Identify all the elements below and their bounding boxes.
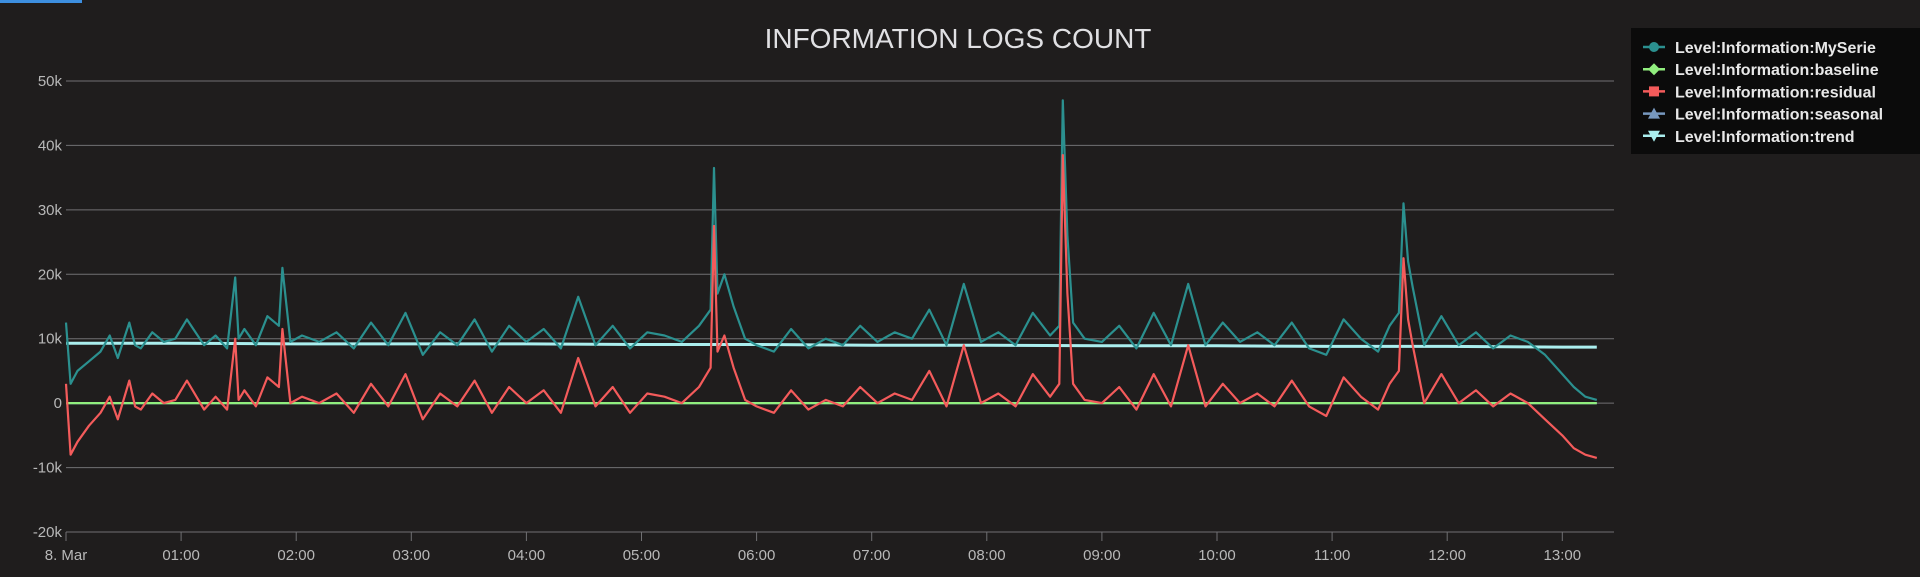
legend-background <box>1631 28 1920 154</box>
y-tick-label: -10k <box>33 460 63 477</box>
x-axis-ticks: 8. Mar 01:00 02:00 03:00 04:00 05:00 06:00 07:0… <box>45 532 1581 564</box>
series-line-myserie[interactable] <box>64 99 1598 401</box>
series-line-residual[interactable] <box>64 154 1598 459</box>
y-tick-label: -20k <box>33 524 63 541</box>
legend-label: Level:Information:residual <box>1675 84 1876 101</box>
legend-marker-square-icon <box>1649 86 1659 97</box>
series-layer <box>64 99 1598 459</box>
x-tick-label: 06:00 <box>738 547 776 564</box>
chart-title: INFORMATION LOGS COUNT <box>765 23 1152 54</box>
top-accent-bar <box>0 0 82 3</box>
y-tick-label: 10k <box>38 331 63 348</box>
legend-item-seasonal[interactable]: Level:Information:seasonal <box>1643 107 1883 124</box>
legend-marker-triangle-icon <box>1648 107 1660 119</box>
legend-item-baseline[interactable]: Level:Information:baseline <box>1643 62 1879 79</box>
x-tick-label: 02:00 <box>277 547 315 564</box>
x-tick-label: 03:00 <box>393 547 431 564</box>
series-line-trend[interactable] <box>66 341 1597 349</box>
legend-marker-triangle-down-icon <box>1648 130 1660 142</box>
x-tick-label: 13:00 <box>1544 547 1582 564</box>
y-tick-label: 50k <box>38 73 63 90</box>
grid-lines <box>66 80 1614 533</box>
legend-marker-diamond-icon <box>1648 63 1660 76</box>
legend-item-trend[interactable]: Level:Information:trend <box>1643 129 1855 146</box>
legend-label: Level:Information:trend <box>1675 129 1855 146</box>
legend-label: Level:Information:seasonal <box>1675 107 1883 124</box>
x-tick-label: 11:00 <box>1314 547 1350 564</box>
legend-label: Level:Information:baseline <box>1675 62 1879 79</box>
legend-label: Level:Information:MySerie <box>1675 40 1876 57</box>
legend: Level:Information:MySerie Level:Informati… <box>1631 28 1920 154</box>
x-tick-label: 10:00 <box>1198 547 1236 564</box>
x-tick-label: 04:00 <box>508 547 546 564</box>
legend-item-residual[interactable]: Level:Information:residual <box>1643 84 1876 101</box>
legend-item-myserie[interactable]: Level:Information:MySerie <box>1643 40 1876 57</box>
y-axis-ticks: -20k -10k 0 10k 20k 30k 40k 50k <box>33 73 63 541</box>
x-tick-label: 12:00 <box>1428 547 1466 564</box>
y-tick-label: 30k <box>38 202 63 219</box>
y-tick-label: 40k <box>38 137 63 154</box>
legend-marker-circle-icon <box>1649 42 1659 52</box>
x-tick-label: 01:00 <box>162 547 200 564</box>
x-tick-label: 07:00 <box>853 547 891 564</box>
x-tick-label: 8. Mar <box>45 547 88 564</box>
y-tick-label: 20k <box>38 266 63 283</box>
x-tick-label: 05:00 <box>623 547 661 564</box>
x-tick-label: 09:00 <box>1083 547 1121 564</box>
y-tick-label: 0 <box>54 395 62 412</box>
x-tick-label: 08:00 <box>968 547 1006 564</box>
